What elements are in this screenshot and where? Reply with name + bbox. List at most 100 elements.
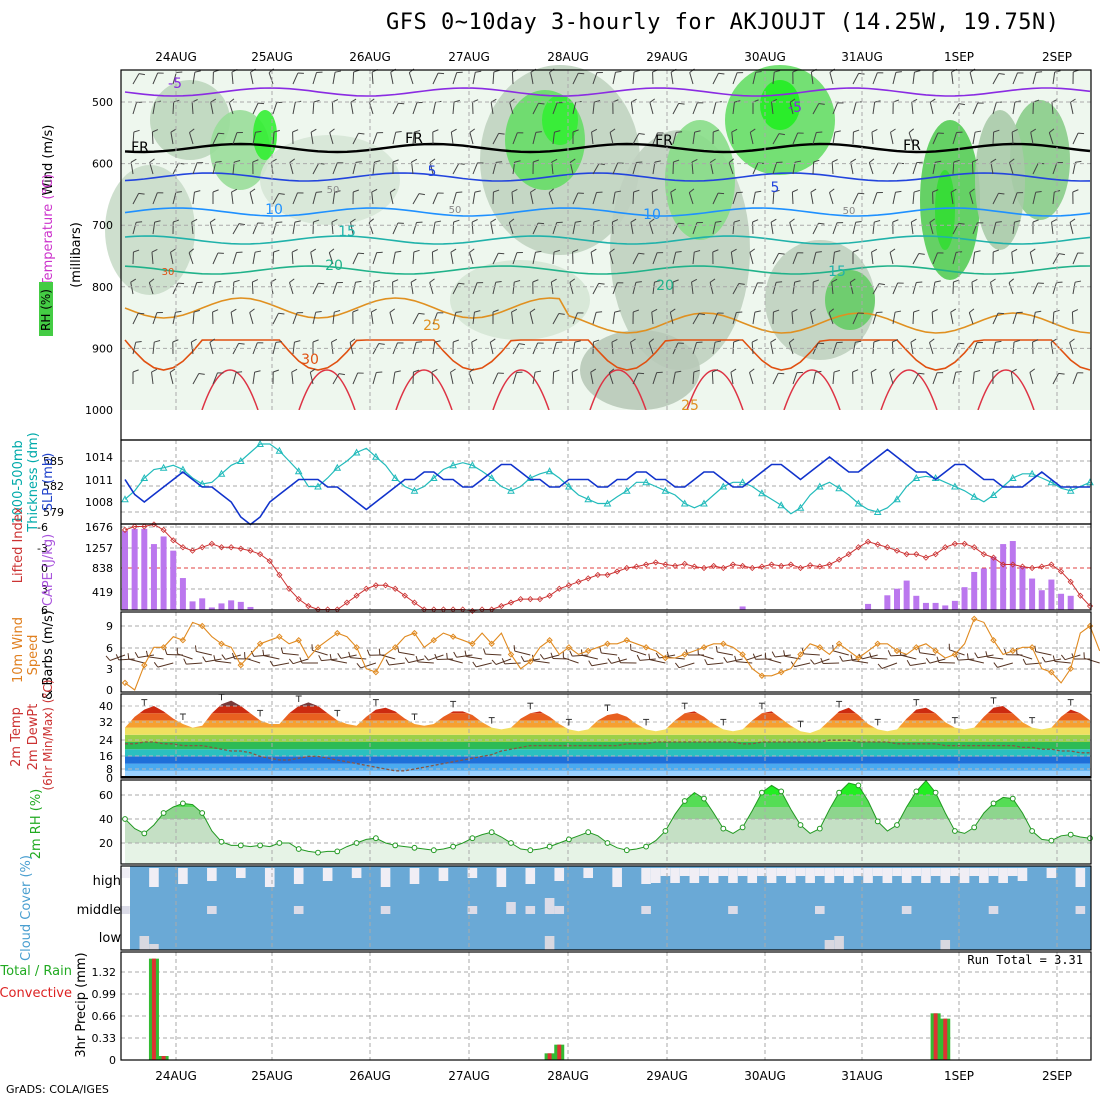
wind-barb [746,654,763,661]
cloud-middle-cell [293,906,304,914]
wind-speed-point [314,644,322,651]
wind-barb-flag [310,368,316,373]
rh-tick: 20 [99,837,113,850]
precip-convective-bar [557,1044,562,1060]
cape-bar [150,544,157,610]
temp-tick: 8 [106,763,113,776]
wind-barb [890,654,907,657]
wind-barb [652,132,658,145]
wind-barb-flag [709,278,716,283]
lifted-index-point [575,578,582,585]
lifted-index-point [913,551,920,558]
thickness-point [372,452,380,460]
pressure-tick: 700 [92,219,113,232]
cloud-low-cell [149,944,159,950]
wind-barb [372,252,378,265]
cloud-middle-cell [988,906,999,914]
chart-title: GFS 0~10day 3-hourly for AKJOUJT (14.25W… [386,10,1060,35]
wind-barb [730,372,734,385]
wind-barb [712,312,719,325]
wind-barb [552,342,557,355]
wind-barb [952,132,957,145]
wind-barb [632,282,637,295]
wind-barb [292,72,299,85]
wind-barb-flag [398,102,405,105]
wind-barb [832,342,838,355]
wind-barb [852,312,859,325]
wind-barb-flag [958,103,966,106]
wind-barb [252,372,256,385]
wind-barb [1084,657,1100,664]
cape-bar [951,600,958,610]
wind-barb-flag [392,159,399,163]
wind-barb [912,72,915,85]
wind-barb-flag [249,188,256,193]
wind-barb [412,313,420,325]
lifted-index-point [401,592,408,599]
wind-barb [471,221,474,235]
pressure-tick: 900 [92,342,113,355]
wind-barb-flag [712,369,719,373]
wind-barb [192,192,195,205]
wind-barb-flag [1035,191,1042,193]
wind-barb-flag [213,655,216,662]
wind-barb-flag [910,338,917,343]
wind-barb [472,282,478,295]
wind-barb [832,102,838,115]
wind-barb-flag [712,249,719,253]
lifted-index-point [652,559,659,566]
wind-barb [651,191,654,205]
wind-barb [870,372,874,385]
wind-barb-flag [733,339,740,343]
panel-label: 1000-500mb [11,440,26,524]
wind-barb-flag [731,128,738,133]
wind-barb [151,131,154,145]
wind-barb [432,102,436,115]
lifted-index-point [1029,564,1036,572]
wind-barb-flag [675,370,682,373]
wind-barb-flag [575,220,582,223]
wind-barb-flag [404,657,409,663]
wind-barb-flag [614,190,622,193]
wind-barb-flag [889,248,896,253]
wind-barb [892,162,899,175]
lifted-index-point [681,560,688,567]
wind-barb-flag [638,252,645,255]
wind-barb-flag [670,188,677,193]
wind-barb [952,161,955,175]
cloud-high-cell [554,868,565,881]
lifted-index-point [864,538,872,545]
wind-barb-flag [453,651,457,658]
wind-barb [468,372,474,385]
lifted-index-point [546,592,553,599]
wind-barb-flag [353,189,360,193]
wind-barb-flag [212,309,219,313]
panel-label: CAPE (J/kg) [41,534,56,606]
rh-point [894,822,900,828]
wind-barb [971,282,974,295]
wind-barb [1072,252,1079,265]
wind-barb [552,132,555,145]
wind-barb-flag [906,660,911,666]
cloud-background [130,866,1091,950]
wind-speed-point [758,672,766,679]
wind-barb-flag [273,129,280,133]
wind-barb [212,282,216,295]
wind-barb-flag [572,129,579,133]
wind-barb [205,658,222,663]
wind-barb [1030,132,1034,145]
cloud-high-cell [776,868,786,876]
wind-barb [328,252,334,265]
wind-barb-flag [539,653,545,660]
rh-point [990,800,997,807]
wind-barb-flag [670,308,676,313]
lifted-index-point [594,571,601,578]
wind-barb [938,661,955,664]
wind-barb [389,312,394,325]
wind-barb [312,282,319,295]
wind-barb [511,192,514,205]
wind-barb [452,72,458,85]
wind-barb [972,252,976,265]
lifted-index-point [787,561,794,568]
wind-barb [736,661,753,664]
